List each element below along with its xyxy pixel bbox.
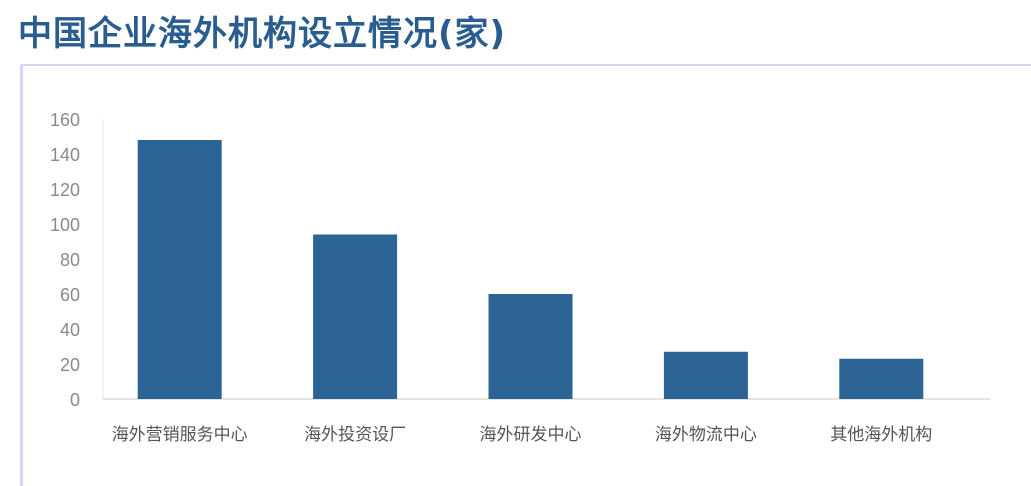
y-tick-label: 60 [60,285,80,305]
chart-title: 中国企业海外机构设立情况(家) [18,14,507,54]
bar-3 [488,294,573,399]
y-tick-label: 40 [60,320,80,340]
y-tick-label: 160 [50,110,80,130]
y-tick-label: 0 [70,390,80,410]
y-tick-label: 140 [50,145,80,165]
y-tick-label: 100 [50,215,80,235]
chart-frame [20,64,1031,486]
x-tick-label: 海外营销服务中心 [112,425,248,445]
x-tick-label: 其他海外机构 [830,425,932,445]
bar-4 [663,351,748,399]
bar-chart: 0 20 40 60 80 100 120 140 160 海外营销服务中心 海外投资设厂 海外研发中… [50,110,990,445]
bar-1 [137,140,222,399]
bar-2 [313,234,398,399]
y-tick-label: 120 [50,180,80,200]
y-tick-label: 80 [60,250,80,270]
x-tick-label: 海外投资设厂 [304,425,406,445]
bar-5 [839,358,924,399]
y-tick-label: 20 [60,355,80,375]
x-tick-label: 海外物流中心 [655,425,757,445]
x-tick-label: 海外研发中心 [480,425,582,445]
